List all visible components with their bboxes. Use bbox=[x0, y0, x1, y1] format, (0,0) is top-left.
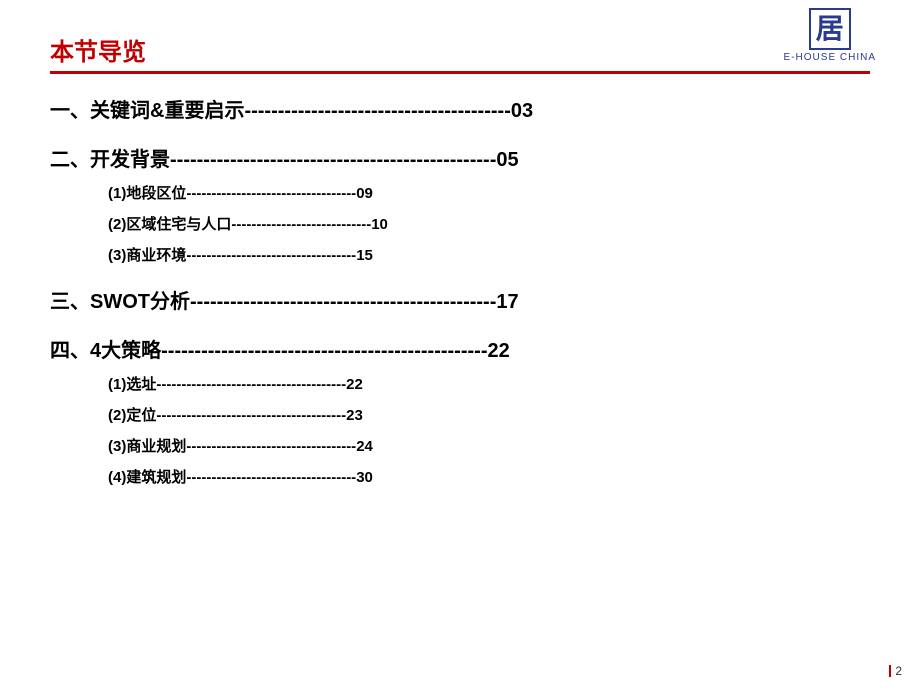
toc-leader: ----------------------------------------… bbox=[170, 149, 496, 172]
toc-leader: -------------------------------------- bbox=[156, 376, 346, 393]
page-number: 2 bbox=[889, 664, 902, 678]
toc-label: (3)商业环境 bbox=[108, 244, 186, 265]
toc-page: 17 bbox=[496, 291, 518, 314]
toc-label: (2)区域住宅与人口 bbox=[108, 213, 231, 234]
toc-label: 二、开发背景 bbox=[50, 143, 170, 172]
toc-sub-row: (1)选址-----------------------------------… bbox=[108, 373, 870, 394]
toc-label: (1)选址 bbox=[108, 373, 156, 394]
page-number-bar bbox=[889, 665, 891, 677]
toc-leader: ---------------------------- bbox=[231, 216, 371, 233]
toc-page: 30 bbox=[356, 469, 373, 486]
toc-label: (3)商业规划 bbox=[108, 435, 186, 456]
toc-label: (4)建筑规划 bbox=[108, 466, 186, 487]
toc-label: 四、4大策略 bbox=[50, 334, 161, 363]
toc-label: 一、关键词&重要启示 bbox=[50, 94, 244, 123]
toc-page: 22 bbox=[346, 376, 363, 393]
toc-leader: ---------------------------------------- bbox=[244, 100, 510, 123]
toc-page: 05 bbox=[496, 149, 518, 172]
brand-logo-glyph: 居 bbox=[809, 8, 851, 50]
toc-leader: ---------------------------------- bbox=[186, 438, 356, 455]
brand-logo: 居 E-HOUSE CHINA bbox=[784, 8, 876, 63]
toc-leader: ---------------------------------- bbox=[186, 185, 356, 202]
toc-sub-row: (2)定位-----------------------------------… bbox=[108, 404, 870, 425]
toc-sub-row: (1)地段区位---------------------------------… bbox=[108, 182, 870, 203]
toc-leader: ---------------------------------- bbox=[186, 247, 356, 264]
slide-page: 居 E-HOUSE CHINA 本节导览 一、关键词&重要启示---------… bbox=[0, 0, 920, 690]
toc-page: 22 bbox=[487, 340, 509, 363]
section-title: 本节导览 bbox=[50, 32, 870, 67]
toc-leader: ----------------------------------------… bbox=[161, 340, 487, 363]
toc-main-row: 三、SWOT分析--------------------------------… bbox=[50, 285, 870, 314]
brand-logo-text: E-HOUSE CHINA bbox=[784, 52, 876, 63]
toc-label: 三、SWOT分析 bbox=[50, 285, 190, 314]
toc-leader: ----------------------------------------… bbox=[190, 291, 496, 314]
toc-main-row: 四、4大策略----------------------------------… bbox=[50, 334, 870, 363]
toc-sub-row: (3)商业环境---------------------------------… bbox=[108, 244, 870, 265]
toc-page: 09 bbox=[356, 185, 373, 202]
toc-page: 03 bbox=[511, 100, 533, 123]
toc-page: 15 bbox=[356, 247, 373, 264]
toc-main-row: 二、开发背景----------------------------------… bbox=[50, 143, 870, 172]
page-number-value: 2 bbox=[895, 664, 902, 678]
toc-page: 23 bbox=[346, 407, 363, 424]
toc-page: 24 bbox=[356, 438, 373, 455]
toc-label: (1)地段区位 bbox=[108, 182, 186, 203]
table-of-contents: 一、关键词&重要启示------------------------------… bbox=[50, 94, 870, 487]
toc-sub-row: (2)区域住宅与人口----------------------------10 bbox=[108, 213, 870, 234]
toc-leader: ---------------------------------- bbox=[186, 469, 356, 486]
toc-sub-row: (3)商业规划---------------------------------… bbox=[108, 435, 870, 456]
toc-leader: -------------------------------------- bbox=[156, 407, 346, 424]
toc-label: (2)定位 bbox=[108, 404, 156, 425]
toc-page: 10 bbox=[371, 216, 388, 233]
toc-sub-row: (4)建筑规划---------------------------------… bbox=[108, 466, 870, 487]
title-underline bbox=[50, 71, 870, 74]
toc-main-row: 一、关键词&重要启示------------------------------… bbox=[50, 94, 870, 123]
